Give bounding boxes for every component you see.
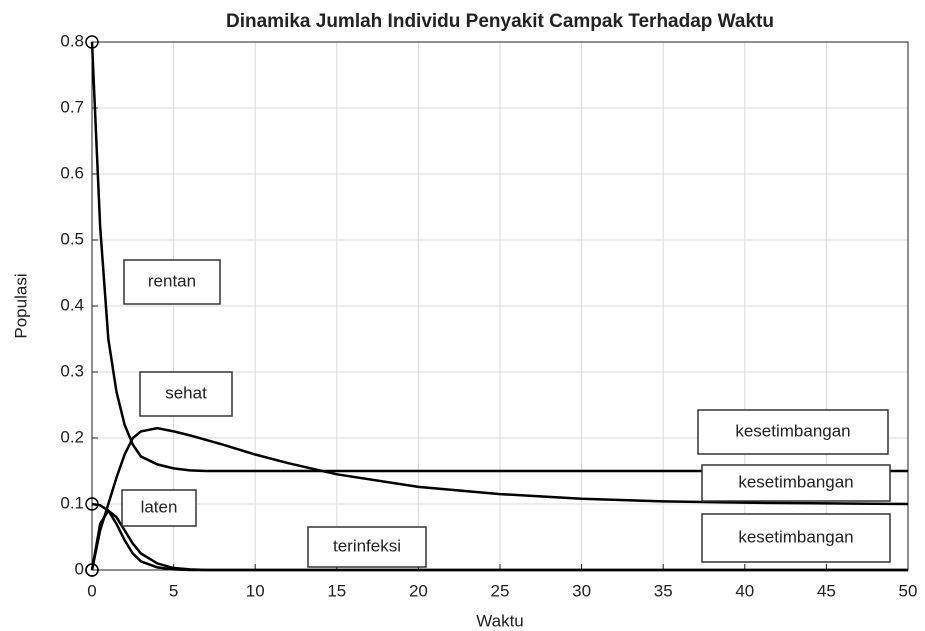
start-marker (85, 563, 99, 577)
y-tick-label: 0.3 (60, 361, 84, 380)
annotation: kesetimbangan (738, 527, 853, 546)
x-tick-label: 30 (572, 581, 591, 600)
annotation-box (139, 371, 233, 417)
annotation-box (121, 489, 197, 527)
x-tick-label: 35 (654, 581, 673, 600)
annotation-box (701, 513, 891, 563)
y-tick-label: 0.6 (60, 163, 84, 182)
y-tick-label: 0.8 (60, 31, 84, 50)
start-marker (85, 35, 99, 49)
x-tick-label: 5 (169, 581, 178, 600)
annotation-box (701, 464, 891, 502)
chart-title: Dinamika Jumlah Individu Penyakit Campak… (226, 11, 774, 32)
y-tick-label: 0.1 (60, 493, 84, 512)
line (90, 426, 909, 571)
x-tick-label: 45 (817, 581, 836, 600)
y-tick-label: 0.7 (60, 97, 84, 116)
x-tick-label: 20 (409, 581, 428, 600)
x-tick-label: 25 (491, 581, 510, 600)
x-tick-label: 15 (327, 581, 346, 600)
annotation-box (123, 259, 221, 305)
annotation: kesetimbangan (738, 472, 853, 491)
line (90, 508, 908, 572)
x-tick-label: 50 (899, 581, 918, 600)
annotation-box (307, 526, 427, 568)
y-tick-label: 0.4 (60, 295, 84, 314)
y-tick-label: 0.5 (60, 229, 84, 248)
y-tick-label: 0.2 (60, 427, 84, 446)
y-tick-label: 0 (75, 559, 84, 578)
y-axis-label: Populasi (11, 273, 30, 338)
x-axis-label: Waktu (476, 611, 524, 630)
annotation-box (697, 409, 889, 455)
annotation: rentan (148, 271, 196, 290)
x-tick-label: 10 (246, 581, 265, 600)
annotation: laten (141, 497, 178, 516)
start-marker (85, 497, 99, 511)
x-tick-label: 0 (87, 581, 96, 600)
annotation: terinfeksi (333, 536, 401, 555)
annotation: sehat (165, 383, 207, 402)
x-tick-label: 40 (735, 581, 754, 600)
line (90, 41, 908, 473)
annotation: kesetimbangan (735, 421, 850, 440)
